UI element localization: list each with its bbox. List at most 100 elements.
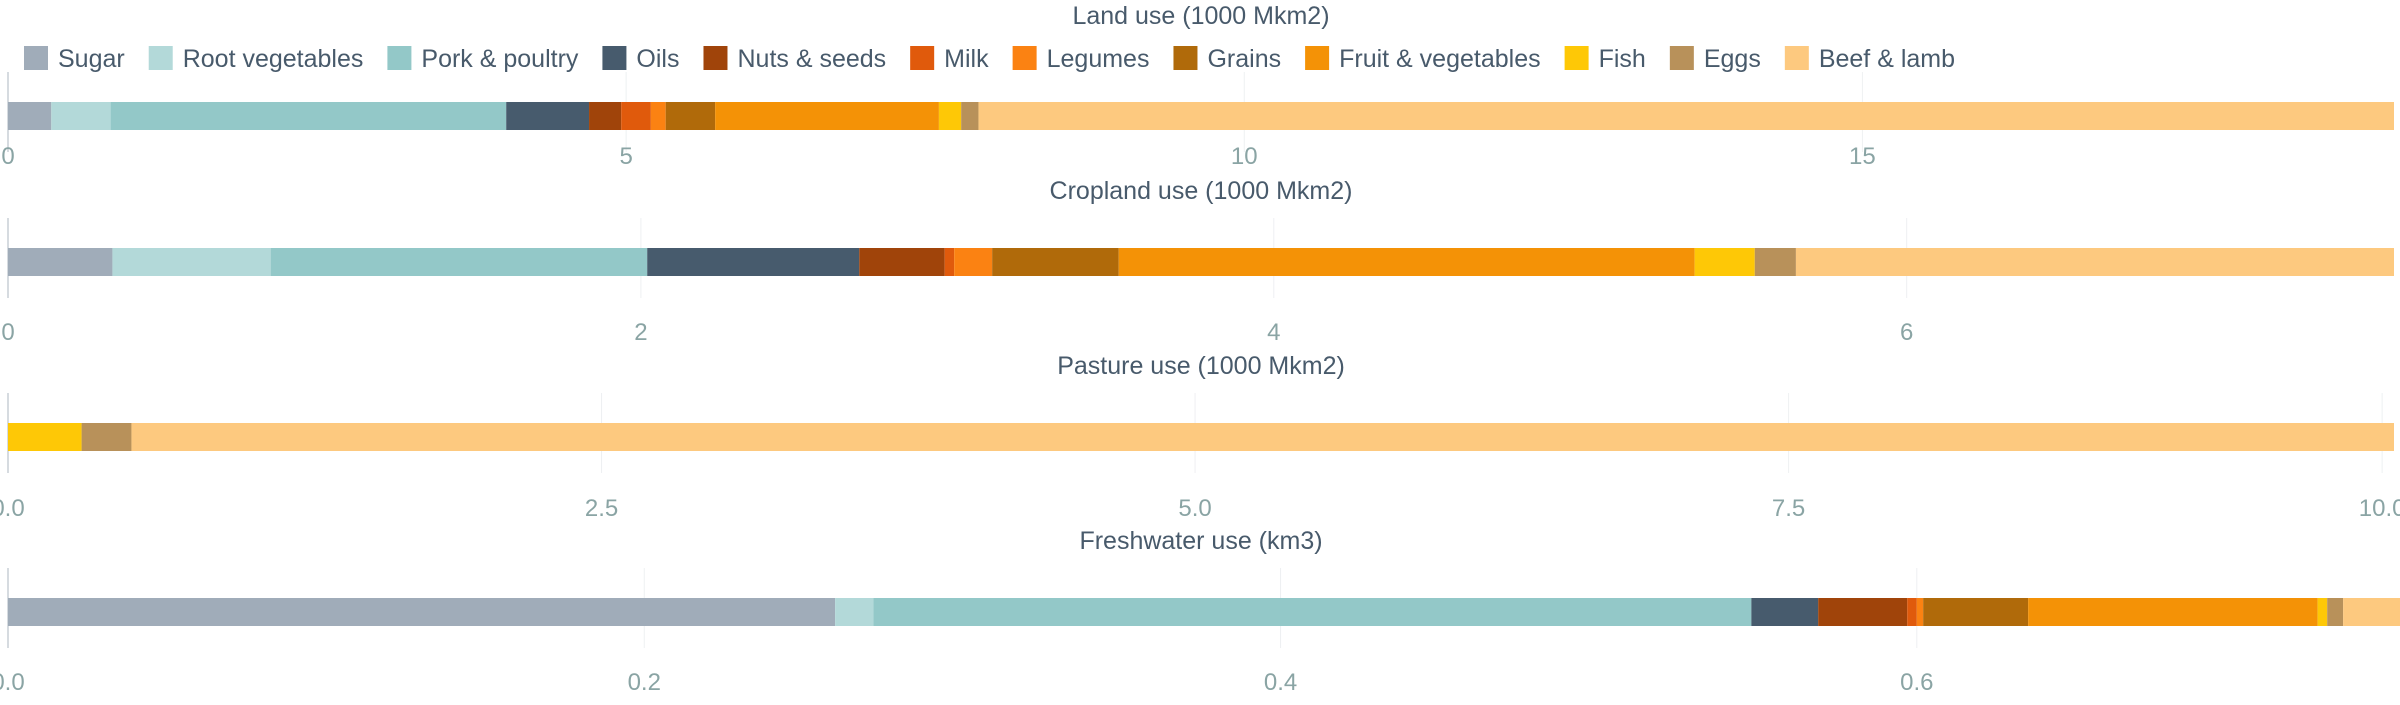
tick-label: 10 bbox=[1231, 143, 1258, 170]
panel-title: Freshwater use (km3) bbox=[1079, 527, 1322, 555]
bar-segment-legumes bbox=[650, 102, 666, 130]
legend-swatch-eggs bbox=[1669, 46, 1694, 70]
legend-item-pork-and-poultry: Pork & poultry bbox=[387, 45, 579, 73]
legend-item-fish: Fish bbox=[1564, 45, 1646, 73]
chart-panel-freshwater-use-km3: Freshwater use (km3) 0.0 0.2 0.4 0.6 bbox=[0, 527, 2400, 696]
tick-label: 2 bbox=[634, 319, 647, 346]
bar-segment-fruit-and-vegetables bbox=[2028, 598, 2318, 626]
tick-label: 5.0 bbox=[1178, 495, 1211, 522]
bar-segment-milk bbox=[1907, 598, 1917, 626]
tick-label: 5 bbox=[619, 143, 632, 170]
chart-panel-land-use-1000-mkm2: Land use (1000 Mkm2) 0 5 10 15 bbox=[1, 2, 2395, 170]
legend-label-sugar: Sugar bbox=[58, 45, 125, 73]
legend-item-sugar: Sugar bbox=[24, 45, 125, 73]
legend-item-milk: Milk bbox=[910, 45, 989, 73]
bar-segment-eggs bbox=[1754, 248, 1796, 276]
bar-segment-eggs bbox=[81, 423, 132, 451]
legend-label-milk: Milk bbox=[944, 45, 989, 73]
bar-segment-milk bbox=[621, 102, 651, 130]
legend-item-grains: Grains bbox=[1173, 45, 1281, 73]
legend-label-beef-and-lamb: Beef & lamb bbox=[1819, 45, 1955, 73]
bar-segment-nuts-and-seeds bbox=[859, 248, 945, 276]
bar-segment-pork-and-poultry bbox=[873, 598, 1752, 626]
legend-swatch-milk bbox=[910, 46, 935, 70]
bar-segment-eggs bbox=[2327, 598, 2344, 626]
bar-segment-oils bbox=[506, 102, 590, 130]
tick-label: 0.0 bbox=[0, 669, 25, 696]
legend-swatch-root-vegetables bbox=[148, 46, 173, 70]
tick-label: 0 bbox=[1, 143, 14, 170]
legend-swatch-grains bbox=[1173, 46, 1198, 70]
bar-segment-beef-and-lamb bbox=[1795, 248, 2394, 276]
tick-label: 0 bbox=[1, 319, 14, 346]
bar-segment-oils bbox=[1751, 598, 1819, 626]
legend-label-grains: Grains bbox=[1207, 45, 1281, 73]
legend-swatch-oils bbox=[602, 46, 627, 70]
legend-swatch-fruit-and-vegetables bbox=[1305, 46, 1330, 70]
bar-segment-beef-and-lamb bbox=[2343, 598, 2400, 626]
bar-segment-oils bbox=[647, 248, 860, 276]
bar-segment-sugar bbox=[8, 248, 113, 276]
bar-segment-fruit-and-vegetables bbox=[715, 102, 939, 130]
bar-segment-sugar bbox=[8, 598, 836, 626]
legend-item-nuts-and-seeds: Nuts & seeds bbox=[703, 45, 886, 73]
tick-label: 0.6 bbox=[1900, 669, 1933, 696]
legend-label-eggs: Eggs bbox=[1704, 45, 1761, 73]
bar-segment-root-vegetables bbox=[51, 102, 111, 130]
bar-segment-fish bbox=[1694, 248, 1755, 276]
legend-label-fruit-and-vegetables: Fruit & vegetables bbox=[1339, 45, 1541, 73]
legend-item-root-vegetables: Root vegetables bbox=[148, 45, 363, 73]
tick-label: 2.5 bbox=[585, 495, 618, 522]
legend-swatch-fish bbox=[1564, 46, 1589, 70]
legend: Sugar Root vegetables Pork & poultry Oils Nu… bbox=[24, 45, 1955, 73]
bar-segment-beef-and-lamb bbox=[131, 423, 2394, 451]
tick-label: 10.0 bbox=[2359, 495, 2400, 522]
legend-swatch-sugar bbox=[24, 46, 48, 70]
bar-segment-eggs bbox=[961, 102, 979, 130]
bar-segment-fish bbox=[2317, 598, 2328, 626]
chart-panel-pasture-use-1000-mkm2: Pasture use (1000 Mkm2) 0.0 2.5 5.0 7.5 10.0 bbox=[0, 352, 2400, 522]
bar-segment-sugar bbox=[8, 102, 52, 130]
tick-label: 0.0 bbox=[0, 495, 25, 522]
bar-segment-root-vegetables bbox=[112, 248, 271, 276]
panel-title: Cropland use (1000 Mkm2) bbox=[1050, 177, 1353, 205]
bar-segment-fish bbox=[8, 423, 82, 451]
tick-label: 4 bbox=[1267, 319, 1280, 346]
legend-item-oils: Oils bbox=[602, 45, 679, 73]
bar-segment-fruit-and-vegetables bbox=[1118, 248, 1695, 276]
bar-segment-grains bbox=[1923, 598, 2029, 626]
bar-segment-nuts-and-seeds bbox=[1818, 598, 1908, 626]
legend-item-legumes: Legumes bbox=[1012, 45, 1150, 73]
bar-segment-grains bbox=[665, 102, 716, 130]
tick-label: 7.5 bbox=[1772, 495, 1805, 522]
legend-swatch-legumes bbox=[1012, 46, 1037, 70]
bar-segment-grains bbox=[992, 248, 1119, 276]
tick-label: 0.4 bbox=[1264, 669, 1297, 696]
bar-segment-milk bbox=[944, 248, 955, 276]
legend-swatch-beef-and-lamb bbox=[1784, 46, 1809, 70]
legend-label-oils: Oils bbox=[636, 45, 679, 73]
tick-label: 6 bbox=[1900, 319, 1913, 346]
legend-label-legumes: Legumes bbox=[1047, 45, 1150, 73]
panel-title: Pasture use (1000 Mkm2) bbox=[1057, 352, 1345, 380]
bar-segment-beef-and-lamb bbox=[978, 102, 2395, 130]
chart-panel-cropland-use-1000-mkm2: Cropland use (1000 Mkm2) 0 2 4 6 bbox=[1, 177, 2394, 346]
bar-segment-nuts-and-seeds bbox=[589, 102, 622, 130]
bar-segment-legumes bbox=[954, 248, 993, 276]
bar-segment-pork-and-poultry bbox=[270, 248, 648, 276]
legend-label-fish: Fish bbox=[1599, 45, 1646, 73]
legend-label-nuts-and-seeds: Nuts & seeds bbox=[737, 45, 886, 73]
bar-segment-fish bbox=[938, 102, 962, 130]
legend-item-eggs: Eggs bbox=[1669, 45, 1761, 73]
legend-swatch-nuts-and-seeds bbox=[703, 46, 728, 70]
bar-segment-root-vegetables bbox=[835, 598, 874, 626]
legend-label-pork-and-poultry: Pork & poultry bbox=[421, 45, 579, 73]
tick-label: 15 bbox=[1849, 143, 1876, 170]
legend-item-beef-and-lamb: Beef & lamb bbox=[1784, 45, 1955, 73]
panel-title: Land use (1000 Mkm2) bbox=[1072, 2, 1329, 30]
bar-segment-legumes bbox=[1916, 598, 1924, 626]
bar-segment-pork-and-poultry bbox=[110, 102, 507, 130]
legend-swatch-pork-and-poultry bbox=[387, 46, 412, 70]
legend-item-fruit-and-vegetables: Fruit & vegetables bbox=[1305, 45, 1541, 73]
